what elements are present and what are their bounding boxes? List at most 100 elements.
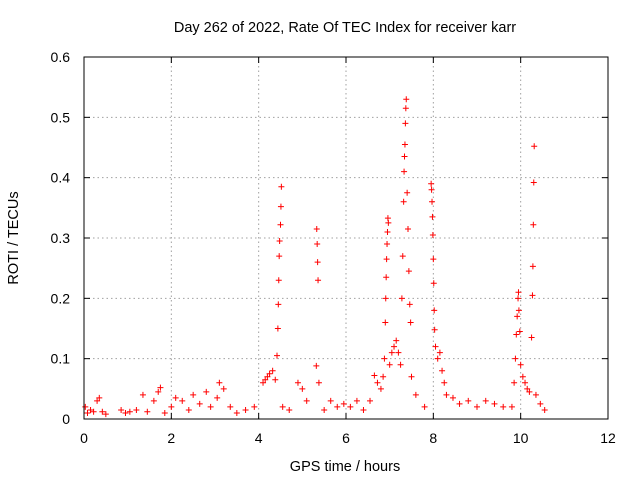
data-point xyxy=(514,313,521,320)
data-point xyxy=(144,408,151,415)
y-tick-labels: 0 0.1 0.2 0.3 0.4 0.5 0.6 xyxy=(51,49,71,427)
data-point xyxy=(126,408,133,415)
data-point xyxy=(449,394,456,401)
data-point xyxy=(172,394,179,401)
data-point xyxy=(274,352,281,359)
data-point xyxy=(381,355,388,362)
data-point xyxy=(397,361,404,368)
data-point xyxy=(384,241,391,248)
data-point xyxy=(196,400,203,407)
data-point xyxy=(277,221,284,228)
x-tick-label: 0 xyxy=(80,430,88,446)
data-point xyxy=(382,319,389,326)
data-point xyxy=(391,343,398,350)
data-point xyxy=(456,400,463,407)
y-tick-label: 0.3 xyxy=(51,230,71,246)
data-point xyxy=(161,409,168,416)
data-point xyxy=(94,397,101,404)
x-tick-label: 12 xyxy=(600,430,616,446)
data-point xyxy=(353,397,360,404)
data-point xyxy=(443,391,450,398)
data-point xyxy=(264,373,271,380)
data-point xyxy=(441,379,448,386)
y-tick-label: 0.2 xyxy=(51,290,71,306)
data-point xyxy=(82,403,89,410)
data-point xyxy=(421,403,428,410)
data-point xyxy=(524,385,531,392)
x-tick-label: 8 xyxy=(429,430,437,446)
data-point xyxy=(227,403,234,410)
data-point xyxy=(334,403,341,410)
data-point xyxy=(515,289,522,296)
data-point xyxy=(402,120,409,127)
data-point xyxy=(179,397,186,404)
data-point xyxy=(529,263,536,270)
data-point xyxy=(405,268,412,275)
x-axis-label: GPS time / hours xyxy=(290,459,400,475)
data-point xyxy=(321,406,328,413)
data-point xyxy=(216,379,223,386)
data-point xyxy=(403,96,410,103)
y-axis-label: ROTI / TECUs xyxy=(6,191,22,284)
data-point xyxy=(380,373,387,380)
x-tick-labels: 0 2 4 6 8 10 12 xyxy=(80,430,616,446)
data-point xyxy=(402,105,409,112)
data-point xyxy=(530,221,537,228)
data-point xyxy=(122,409,129,416)
data-point xyxy=(315,277,322,284)
data-point xyxy=(314,241,321,248)
data-point xyxy=(383,256,390,263)
data-point xyxy=(482,397,489,404)
data-point xyxy=(393,337,400,344)
data-point xyxy=(531,143,538,150)
data-point xyxy=(515,307,522,314)
x-tick-label: 10 xyxy=(513,430,529,446)
data-point xyxy=(408,373,415,380)
data-point xyxy=(185,406,192,413)
data-point xyxy=(190,391,197,398)
data-point xyxy=(155,388,162,395)
data-point xyxy=(401,168,408,175)
y-tick-label: 0.6 xyxy=(51,49,71,65)
data-point xyxy=(405,225,412,232)
data-point xyxy=(399,253,406,260)
data-point xyxy=(233,409,240,416)
data-point xyxy=(508,403,515,410)
data-point xyxy=(315,379,322,386)
data-point xyxy=(251,403,258,410)
data-point xyxy=(385,219,392,226)
data-point xyxy=(529,292,536,299)
data-point xyxy=(428,180,435,187)
data-point xyxy=(327,397,334,404)
data-point xyxy=(157,384,164,391)
data-point xyxy=(500,403,507,410)
data-point xyxy=(84,409,91,416)
data-point xyxy=(412,391,419,398)
data-point xyxy=(430,280,437,287)
x-tick-label: 6 xyxy=(342,430,350,446)
data-point xyxy=(430,256,437,263)
y-tick-label: 0.4 xyxy=(51,170,71,186)
data-point xyxy=(474,403,480,410)
data-point xyxy=(203,388,210,395)
data-point xyxy=(367,397,374,404)
data-point xyxy=(168,403,175,410)
data-point xyxy=(150,397,157,404)
data-point xyxy=(294,379,301,386)
data-point xyxy=(512,355,519,362)
data-points xyxy=(82,96,548,418)
data-point xyxy=(277,203,284,210)
data-point xyxy=(537,400,544,407)
data-point xyxy=(269,367,276,374)
data-point xyxy=(404,189,411,196)
data-point xyxy=(275,277,282,284)
data-point xyxy=(313,225,320,232)
data-point xyxy=(360,406,367,413)
plot-frame xyxy=(83,56,609,420)
data-point xyxy=(465,397,472,404)
data-point xyxy=(519,373,526,380)
data-point xyxy=(401,141,408,148)
chart-title: Day 262 of 2022, Rate Of TEC Index for r… xyxy=(174,20,516,36)
data-point xyxy=(491,400,498,407)
